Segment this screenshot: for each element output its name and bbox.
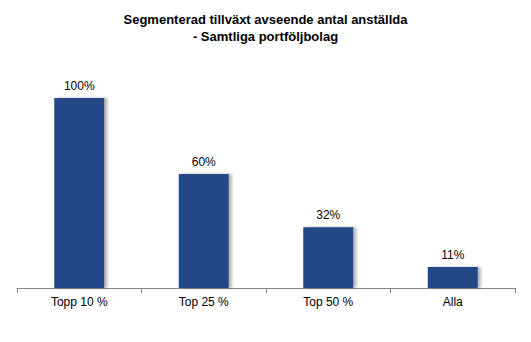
svg-text:100%: 100% xyxy=(64,79,95,93)
svg-text:Topp 10 %: Topp 10 % xyxy=(51,295,108,309)
svg-text:Segmenterad tillväxt avseende: Segmenterad tillväxt avseende antal anst… xyxy=(124,12,409,27)
svg-text:Alla: Alla xyxy=(443,295,463,309)
svg-text:Top 25 %: Top 25 % xyxy=(179,295,229,309)
svg-text:Top 50 %: Top 50 % xyxy=(303,295,353,309)
svg-text:- Samtliga portföljbolag: - Samtliga portföljbolag xyxy=(193,29,338,44)
svg-text:32%: 32% xyxy=(316,208,340,222)
svg-text:60%: 60% xyxy=(192,155,216,169)
svg-text:11%: 11% xyxy=(441,248,464,262)
